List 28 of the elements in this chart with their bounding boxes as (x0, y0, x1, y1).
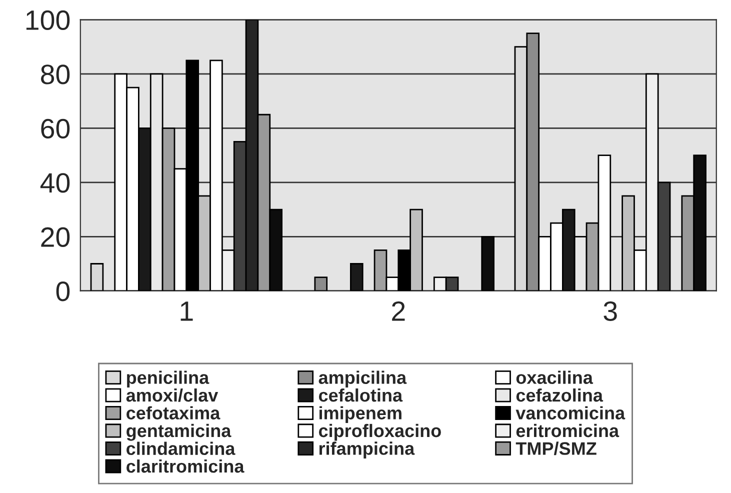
y-tick-label: 100 (26, 10, 70, 30)
legend-label: gentamicina (126, 424, 232, 441)
legend-label: ciprofloxacino (318, 424, 441, 441)
y-tick-label: 20 (41, 227, 70, 247)
legend-label: cefazolina (516, 388, 604, 402)
legend-label: claritromicina (126, 459, 244, 473)
bar (314, 276, 328, 291)
legend-label: clindamicina (126, 442, 236, 455)
bar (481, 236, 494, 291)
y-tick-label: 0 (56, 282, 70, 302)
legend-label: amoxi/clav (126, 388, 218, 402)
legend-label: cefalotina (318, 388, 403, 402)
legend-label: eritromicina (516, 424, 620, 438)
y-tick-label: 80 (41, 64, 70, 84)
x-tick-label: 2 (392, 301, 405, 321)
y-tick-label: 40 (40, 173, 70, 193)
y-tick-label: 60 (41, 118, 70, 139)
bar (350, 263, 364, 291)
legend-label: imipenem (320, 406, 402, 424)
legend-label: penicilina (127, 370, 210, 388)
legend-label: cefotaxima (126, 406, 220, 420)
legend-label: ampicilina (318, 370, 407, 388)
legend-label: oxacilina (516, 370, 594, 384)
legend-label: rifampicina (319, 442, 415, 458)
legend-label: TMP/SMZ (516, 442, 596, 456)
legend-label: vancomicina (516, 406, 626, 420)
x-tick-label: 3 (604, 301, 617, 321)
x-tick-label: 1 (180, 302, 193, 321)
